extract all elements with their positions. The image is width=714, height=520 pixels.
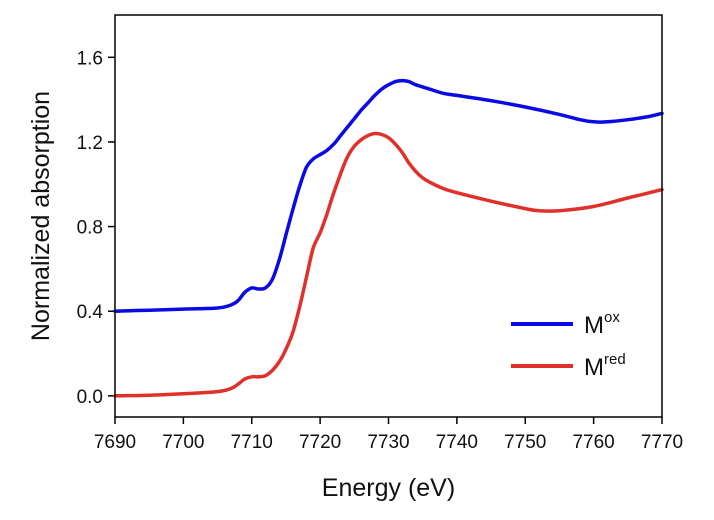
legend-label-mox: Mox xyxy=(584,309,620,339)
x-tick-label: 7750 xyxy=(504,432,546,453)
y-tick-label: 0.8 xyxy=(77,218,103,239)
legend-label-mred-superscript: red xyxy=(604,351,626,368)
legend: Mox Mred xyxy=(511,309,626,381)
series-line-mox xyxy=(113,78,664,313)
x-axis-ticks: 7690 7700 7710 7720 7730 7740 7750 7760 7770 xyxy=(94,417,683,453)
x-tick-label: 7700 xyxy=(162,432,204,453)
y-axis-ticks: 0.0 0.4 0.8 1.2 1.6 xyxy=(77,48,115,408)
legend-label-mred: Mred xyxy=(584,351,626,381)
y-tick-label: 0.0 xyxy=(77,387,103,408)
legend-label-mox-superscript: ox xyxy=(604,309,620,326)
x-tick-label: 7730 xyxy=(367,432,409,453)
legend-label-mox-base: M xyxy=(584,312,604,339)
x-axis-title: Energy (eV) xyxy=(322,474,455,502)
legend-label-mred-base: M xyxy=(584,354,604,381)
series-layer xyxy=(113,78,664,398)
x-tick-label: 7710 xyxy=(231,432,273,453)
x-tick-label: 7770 xyxy=(641,432,683,453)
y-axis-title: Normalized absorption xyxy=(27,91,55,341)
x-tick-label: 7740 xyxy=(436,432,478,453)
plot-area-frame xyxy=(114,14,663,418)
x-tick-label: 7760 xyxy=(572,432,614,453)
x-tick-label: 7690 xyxy=(94,432,136,453)
series-line-mred xyxy=(113,131,664,398)
y-tick-label: 1.6 xyxy=(77,48,103,69)
y-tick-label: 0.4 xyxy=(77,302,104,323)
y-tick-label: 1.2 xyxy=(77,133,103,154)
x-tick-label: 7720 xyxy=(299,432,341,453)
